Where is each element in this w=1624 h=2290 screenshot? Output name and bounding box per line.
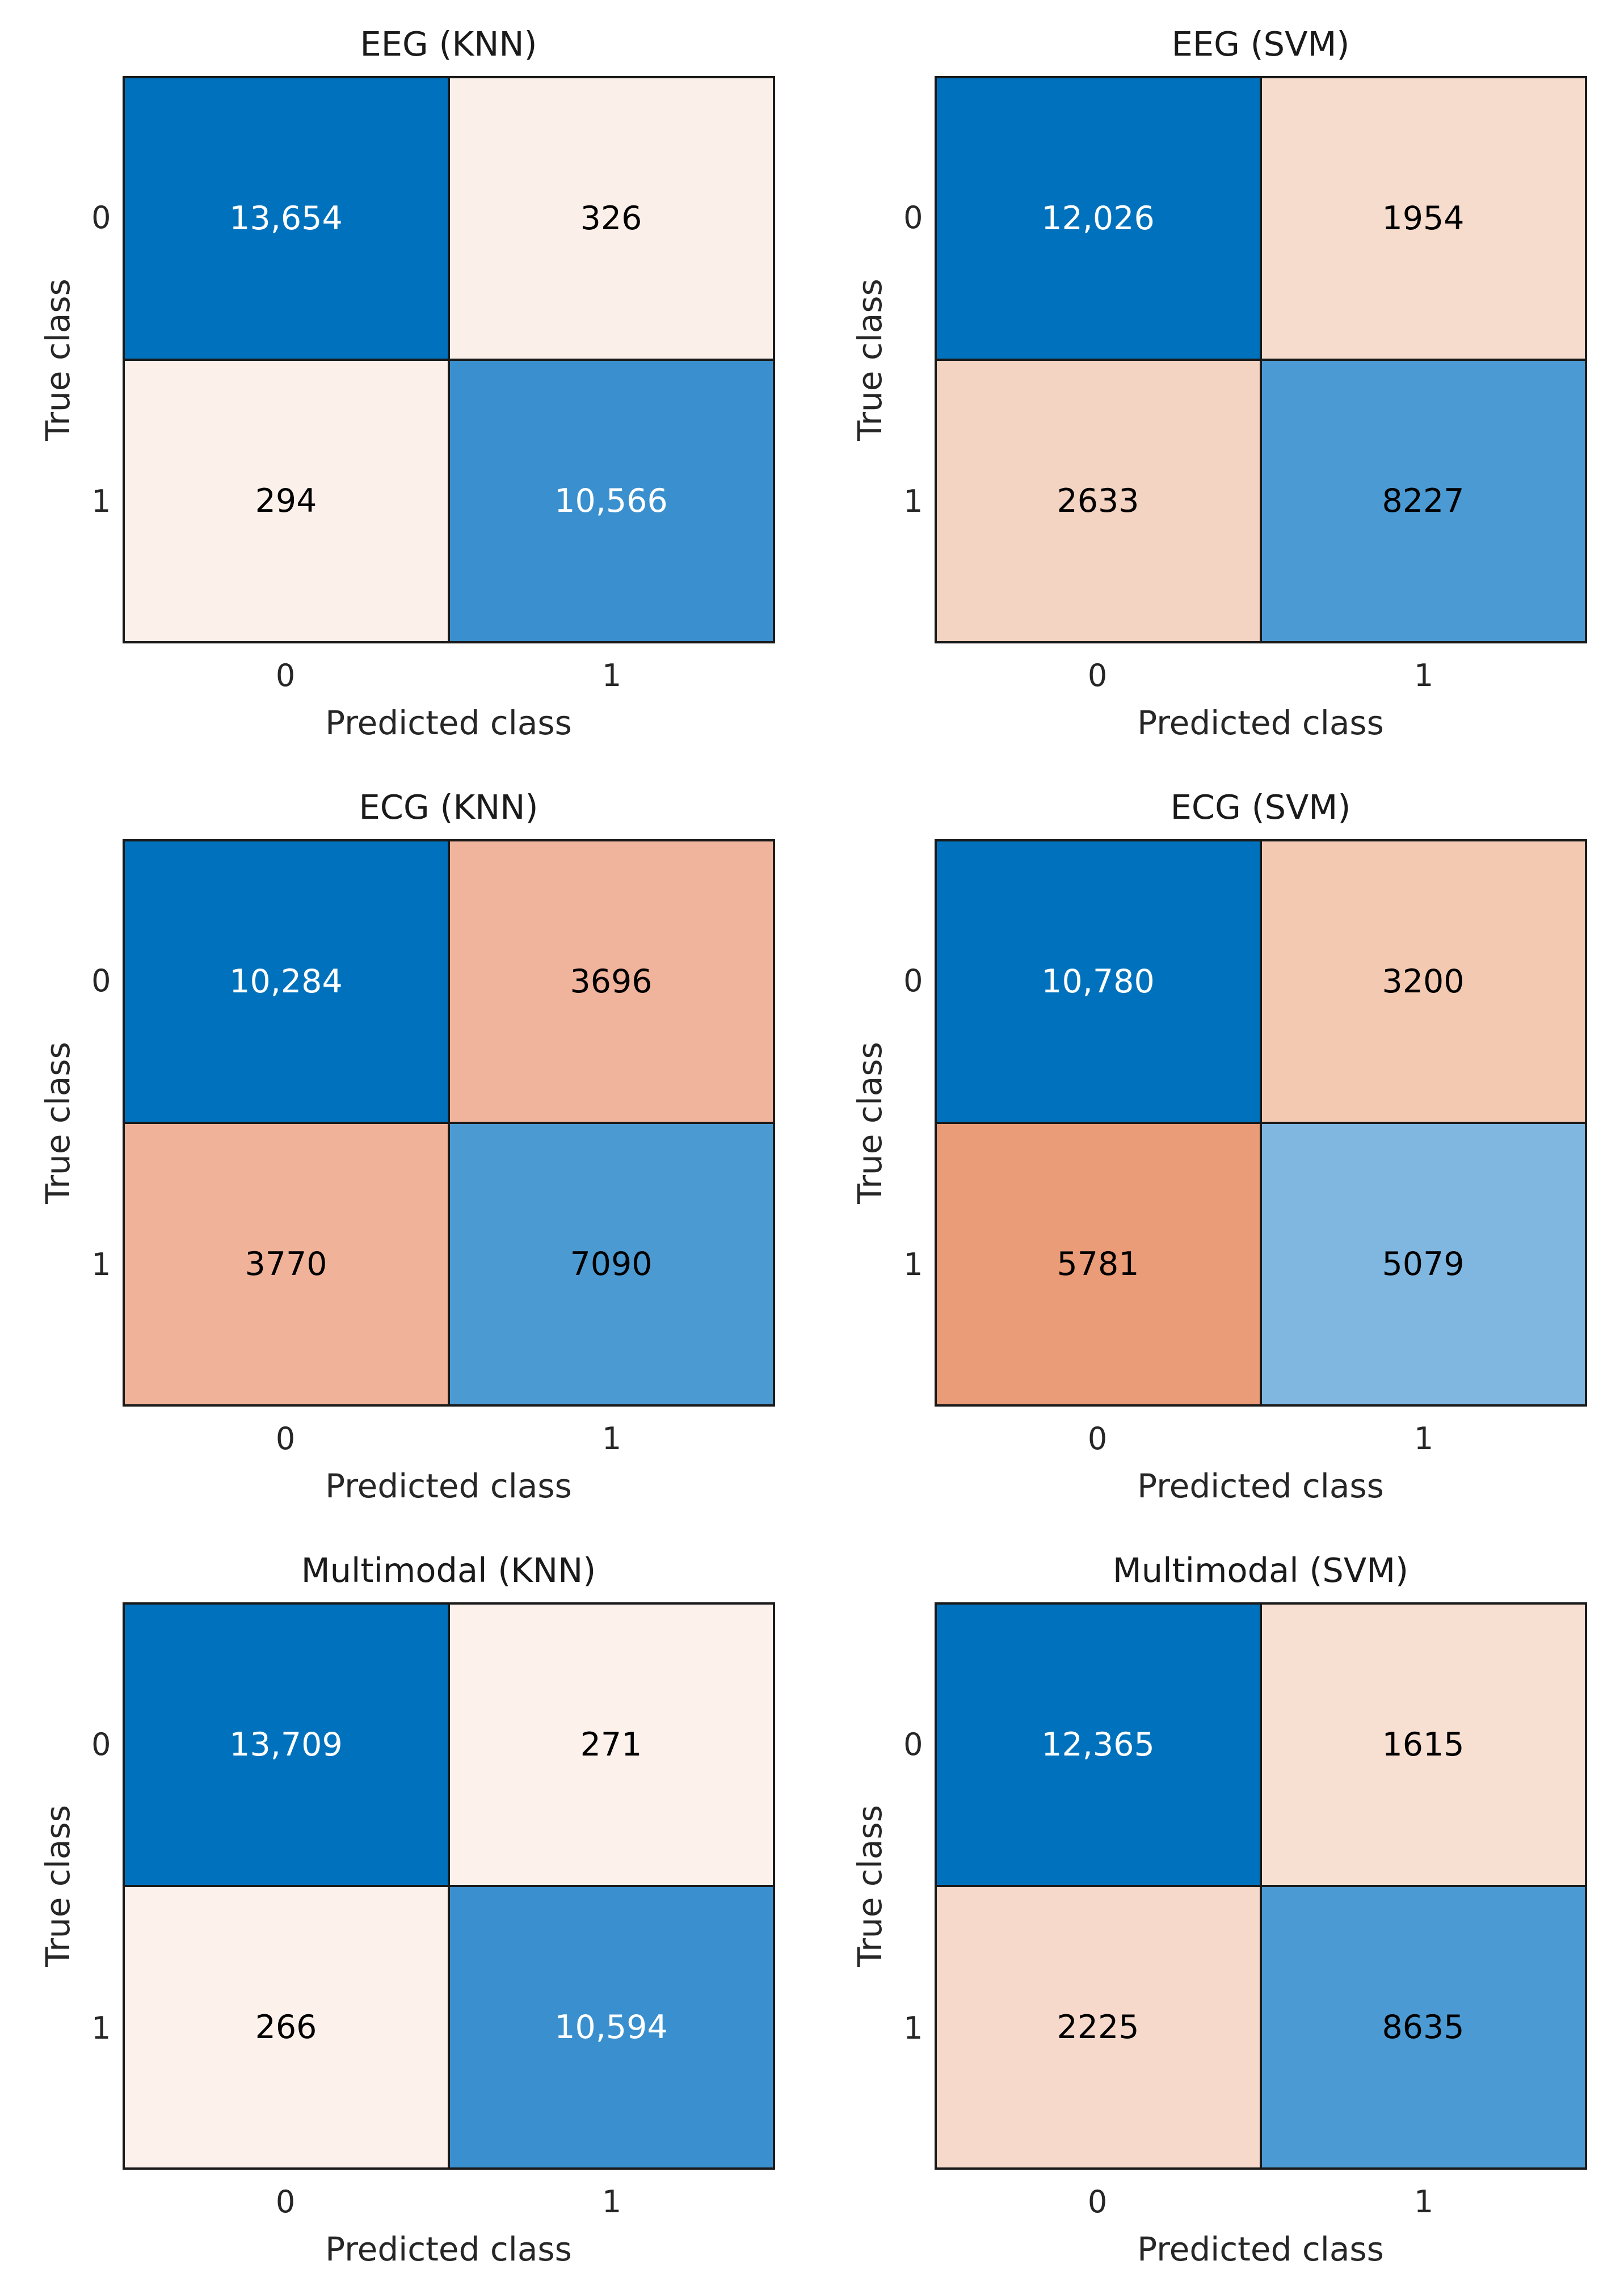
x-tick-labels: 0 1 bbox=[935, 2170, 1587, 2220]
y-tick-1: 1 bbox=[91, 2010, 111, 2046]
y-tick-0: 0 bbox=[91, 1726, 111, 1762]
cell-true1-pred1: 7090 bbox=[449, 1123, 773, 1404]
cell-true0-pred0: 12,026 bbox=[936, 78, 1260, 359]
y-axis-label: True class bbox=[850, 1041, 889, 1204]
y-tick-labels: 0 1 bbox=[890, 1602, 935, 2170]
y-tick-labels: 0 1 bbox=[78, 1602, 123, 2170]
cell-true0-pred1: 3200 bbox=[1261, 841, 1585, 1122]
y-axis-label: True class bbox=[850, 1805, 889, 1967]
cell-true0-pred0: 10,284 bbox=[124, 841, 448, 1122]
x-tick-1: 1 bbox=[601, 657, 622, 693]
x-axis-label: Predicted class bbox=[325, 2230, 572, 2268]
chart-title: ECG (SVM) bbox=[1170, 787, 1351, 827]
matrix-grid: 13,654 326 294 10,566 bbox=[122, 75, 775, 643]
y-tick-0: 0 bbox=[903, 1726, 923, 1762]
y-tick-1: 1 bbox=[903, 1247, 923, 1282]
cell-true1-pred1: 5079 bbox=[1261, 1123, 1585, 1404]
x-axis-label: Predicted class bbox=[325, 1466, 572, 1505]
chart-title: Multimodal (KNN) bbox=[301, 1551, 596, 1590]
y-axis: True class bbox=[849, 839, 890, 1407]
x-tick-1: 1 bbox=[1413, 1420, 1434, 1456]
chart-title: EEG (KNN) bbox=[360, 24, 537, 64]
x-axis-label: Predicted class bbox=[1137, 703, 1384, 742]
x-axis-label: Predicted class bbox=[325, 703, 572, 742]
cell-true1-pred0: 3770 bbox=[124, 1123, 448, 1404]
x-tick-0: 0 bbox=[275, 2184, 296, 2220]
cell-true0-pred1: 1615 bbox=[1261, 1605, 1585, 1885]
x-tick-1: 1 bbox=[601, 2184, 622, 2220]
cell-true1-pred1: 10,594 bbox=[449, 1887, 773, 2167]
cell-true1-pred1: 8635 bbox=[1261, 1887, 1585, 2167]
cell-true0-pred1: 326 bbox=[449, 78, 773, 359]
x-tick-0: 0 bbox=[1087, 657, 1108, 693]
y-axis: True class bbox=[849, 1602, 890, 2170]
cell-true0-pred0: 12,365 bbox=[936, 1605, 1260, 1885]
chart-title: Multimodal (SVM) bbox=[1112, 1551, 1409, 1590]
y-axis: True class bbox=[37, 839, 78, 1407]
cell-true0-pred0: 13,709 bbox=[124, 1605, 448, 1885]
matrix-grid: 12,026 1954 2633 8227 bbox=[934, 75, 1587, 643]
cell-true1-pred0: 5781 bbox=[936, 1123, 1260, 1404]
y-tick-1: 1 bbox=[903, 483, 923, 519]
cell-true0-pred0: 10,780 bbox=[936, 841, 1260, 1122]
matrix-grid: 10,780 3200 5781 5079 bbox=[934, 839, 1587, 1407]
y-tick-0: 0 bbox=[903, 963, 923, 999]
y-tick-1: 1 bbox=[91, 1247, 111, 1282]
y-tick-labels: 0 1 bbox=[78, 839, 123, 1407]
y-axis-label: True class bbox=[38, 278, 77, 441]
y-axis-label: True class bbox=[38, 1041, 77, 1204]
cell-true0-pred1: 1954 bbox=[1261, 78, 1585, 359]
cell-true1-pred0: 2225 bbox=[936, 1887, 1260, 2167]
x-tick-labels: 0 1 bbox=[935, 1407, 1587, 1456]
x-tick-1: 1 bbox=[601, 1420, 622, 1456]
y-axis: True class bbox=[37, 1602, 78, 2170]
x-tick-0: 0 bbox=[1087, 1420, 1108, 1456]
y-axis-label: True class bbox=[850, 278, 889, 441]
chart-multimodal-knn: Multimodal (KNN) True class 0 1 13,709 2… bbox=[0, 1526, 812, 2290]
cell-true0-pred1: 271 bbox=[449, 1605, 773, 1885]
chart-title: EEG (SVM) bbox=[1171, 24, 1350, 64]
y-tick-1: 1 bbox=[903, 2010, 923, 2046]
x-tick-labels: 0 1 bbox=[123, 1407, 775, 1456]
cell-true1-pred0: 294 bbox=[124, 360, 448, 641]
x-tick-0: 0 bbox=[1087, 2184, 1108, 2220]
chart-eeg-knn: EEG (KNN) True class 0 1 13,654 326 294 … bbox=[0, 0, 812, 763]
x-tick-1: 1 bbox=[1413, 657, 1434, 693]
chart-ecg-knn: ECG (KNN) True class 0 1 10,284 3696 377… bbox=[0, 763, 812, 1526]
y-axis: True class bbox=[849, 76, 890, 643]
x-tick-labels: 0 1 bbox=[123, 2170, 775, 2220]
chart-multimodal-svm: Multimodal (SVM) True class 0 1 12,365 1… bbox=[812, 1526, 1624, 2290]
matrix-grid: 12,365 1615 2225 8635 bbox=[934, 1602, 1587, 2170]
chart-eeg-svm: EEG (SVM) True class 0 1 12,026 1954 263… bbox=[812, 0, 1624, 763]
x-axis-label: Predicted class bbox=[1137, 1466, 1384, 1505]
x-tick-0: 0 bbox=[275, 1420, 296, 1456]
y-axis: True class bbox=[37, 76, 78, 643]
matrix-grid: 10,284 3696 3770 7090 bbox=[122, 839, 775, 1407]
cell-true1-pred1: 10,566 bbox=[449, 360, 773, 641]
cell-true0-pred1: 3696 bbox=[449, 841, 773, 1122]
x-axis-label: Predicted class bbox=[1137, 2230, 1384, 2268]
matrix-grid: 13,709 271 266 10,594 bbox=[122, 1602, 775, 2170]
y-tick-labels: 0 1 bbox=[890, 76, 935, 643]
y-axis-label: True class bbox=[38, 1805, 77, 1967]
x-tick-0: 0 bbox=[275, 657, 296, 693]
chart-ecg-svm: ECG (SVM) True class 0 1 10,780 3200 578… bbox=[812, 763, 1624, 1526]
chart-title: ECG (KNN) bbox=[359, 787, 538, 827]
y-tick-labels: 0 1 bbox=[78, 76, 123, 643]
cell-true1-pred0: 2633 bbox=[936, 360, 1260, 641]
y-tick-0: 0 bbox=[903, 200, 923, 235]
x-tick-labels: 0 1 bbox=[123, 643, 775, 693]
cell-true0-pred0: 13,654 bbox=[124, 78, 448, 359]
y-tick-1: 1 bbox=[91, 483, 111, 519]
x-tick-labels: 0 1 bbox=[935, 643, 1587, 693]
x-tick-1: 1 bbox=[1413, 2184, 1434, 2220]
y-tick-labels: 0 1 bbox=[890, 839, 935, 1407]
y-tick-0: 0 bbox=[91, 200, 111, 235]
y-tick-0: 0 bbox=[91, 963, 111, 999]
cell-true1-pred1: 8227 bbox=[1261, 360, 1585, 641]
cell-true1-pred0: 266 bbox=[124, 1887, 448, 2167]
